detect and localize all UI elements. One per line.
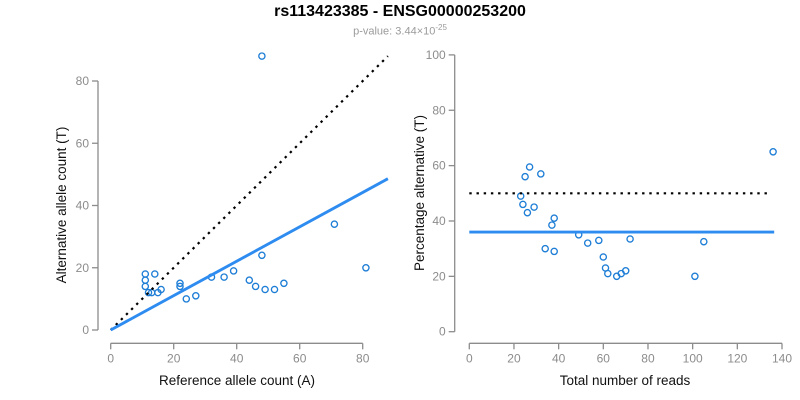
pvalue-label: p-value: [353, 25, 396, 38]
x-tick-label: 60 [597, 351, 611, 365]
data-point [595, 236, 603, 245]
y-axis-title: Alternative allele count (T) [54, 127, 69, 284]
data-point [280, 279, 288, 288]
x-tick-label: 40 [552, 351, 566, 365]
data-point [537, 170, 545, 178]
allele-count-scatter: 0 20 40 60 80 0 20 40 60 80 Reference allele count… [54, 52, 389, 388]
data-point [141, 276, 150, 284]
x-tick-label: 0 [466, 351, 473, 365]
percentage-reads-scatter: 0 20 40 60 80 100 0 20 40 60 80 100 120 140 Total numb… [412, 48, 792, 388]
x-tick-label: 20 [167, 351, 181, 365]
data-point [176, 282, 184, 291]
x-tick-label: 100 [683, 351, 703, 365]
y-tick-label: 100 [426, 48, 446, 62]
data-point [599, 253, 608, 261]
data-point [604, 269, 612, 278]
data-point [220, 273, 228, 281]
y-tick-label: 80 [432, 103, 446, 117]
data-point [362, 264, 370, 272]
data-point [154, 288, 162, 297]
data-point [192, 292, 200, 300]
data-point [525, 163, 534, 171]
data-point [258, 251, 266, 260]
x-tick-label: 140 [772, 351, 792, 365]
data-point [141, 282, 150, 291]
data-point [144, 288, 153, 297]
data-point [523, 208, 532, 217]
data-point [270, 285, 279, 294]
y-tick-label: 40 [432, 214, 446, 228]
fit-line [110, 177, 389, 332]
y-tick-label: 20 [432, 269, 446, 283]
data-point [521, 172, 529, 181]
data-point [550, 247, 558, 256]
data-point [519, 200, 527, 209]
data-point [769, 148, 777, 156]
y-axis-title: Percentage alternative (T) [412, 115, 427, 271]
y-tick-label: 60 [76, 136, 90, 150]
x-tick-label: 120 [727, 351, 747, 365]
pvalue-mantissa: 3.44×10 [395, 25, 436, 38]
data-point [182, 295, 191, 303]
x-tick-label: 20 [507, 351, 521, 365]
data-point [151, 270, 159, 278]
data-point [550, 214, 558, 222]
data-point [176, 279, 184, 288]
x-tick-label: 40 [230, 351, 244, 365]
y-tick-label: 0 [439, 325, 446, 339]
x-axis-title: Reference allele count (A) [159, 373, 315, 388]
identity-line [109, 55, 389, 331]
data-point [229, 267, 238, 275]
y-tick-label: 60 [432, 159, 446, 173]
data-point [700, 237, 708, 246]
data-point [626, 235, 634, 243]
x-tick-label: 60 [293, 351, 307, 365]
y-tick-label: 40 [76, 199, 90, 213]
page-title: rs113423385 - ENSG00000253200 [274, 3, 526, 20]
y-tick-label: 20 [76, 261, 90, 275]
data-point [691, 272, 699, 281]
data-point [245, 276, 254, 284]
y-tick-label: 0 [82, 323, 89, 337]
pvalue-subtitle: p-value: 3.44×10-25 [0, 23, 800, 38]
x-tick-label: 80 [641, 351, 655, 365]
data-point [530, 203, 538, 211]
y-tick-label: 80 [76, 74, 90, 88]
data-point [583, 239, 592, 247]
x-tick-label: 80 [356, 351, 370, 365]
data-point [541, 244, 549, 253]
data-point [258, 52, 266, 60]
data-point [251, 282, 260, 291]
data-point [330, 220, 339, 228]
x-tick-label: 0 [107, 351, 114, 365]
x-axis-title: Total number of reads [560, 373, 691, 388]
data-point [261, 285, 269, 294]
data-point [621, 267, 630, 275]
data-point [548, 221, 556, 229]
pvalue-exponent: -25 [435, 23, 447, 32]
data-point [141, 270, 150, 278]
